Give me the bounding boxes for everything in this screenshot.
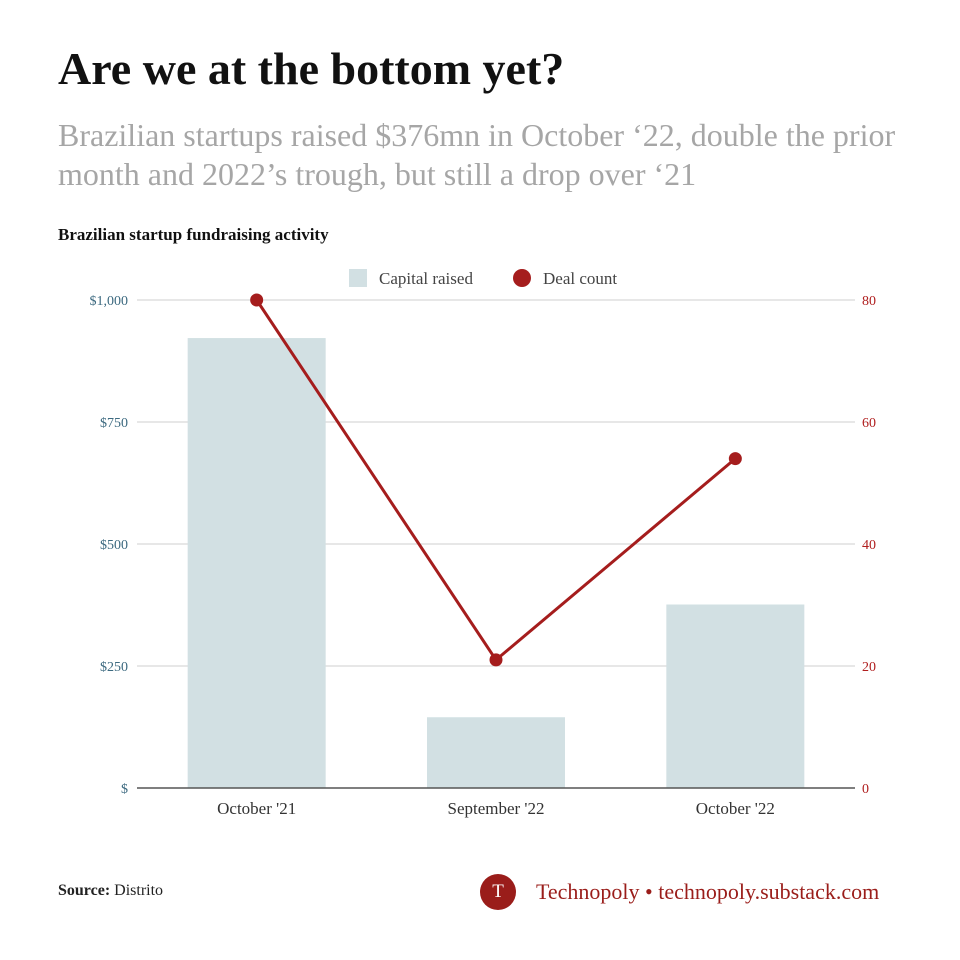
right-axis-tick-label: 80: [862, 294, 876, 309]
source-note: Source: Distrito: [58, 882, 163, 900]
source-value: Distrito: [110, 882, 164, 899]
bar-0: [187, 338, 326, 788]
x-axis-tick-label: October '22: [696, 799, 775, 818]
brand: T Technopoly • technopoly.substack.com: [480, 874, 879, 910]
left-axis-tick-label: $500: [100, 538, 128, 553]
left-axis-tick-label: $250: [100, 660, 128, 675]
chart-heading: Brazilian startup fundraising activity: [58, 225, 329, 244]
legend-label-deal-count: Deal count: [543, 269, 617, 288]
right-axis-tick-label: 60: [862, 416, 876, 431]
source-label: Source:: [58, 882, 111, 899]
deal-count-line: [255, 299, 737, 662]
deal-count-point-1: [489, 653, 503, 667]
page-title: Are we at the bottom yet?: [58, 43, 565, 94]
left-axis-tick-label: $1,000: [90, 294, 129, 309]
right-axis-tick-label: 20: [862, 660, 876, 675]
x-axis-tick-label: October '21: [217, 799, 296, 818]
left-axis-tick-label: $750: [100, 416, 128, 431]
legend-swatch-capital-raised: [349, 269, 367, 287]
left-axis-tick-label: $: [121, 782, 128, 797]
legend-swatch-deal-count: [513, 269, 531, 287]
x-axis-tick-label: September '22: [447, 799, 544, 818]
combo-chart: $ $250 $500 $750 $1,000 0 20 40 60 80 October '21 S…: [90, 269, 876, 818]
deal-count-point-2: [728, 452, 742, 466]
right-axis-tick-label: 40: [862, 538, 876, 553]
brand-text: Technopoly • technopoly.substack.com: [536, 879, 880, 904]
right-axis-tick-label: 0: [862, 782, 869, 797]
bar-2: [666, 604, 805, 788]
legend-label-capital-raised: Capital raised: [379, 269, 473, 288]
page-subtitle: Brazilian startups raised $376mn in Octo…: [58, 117, 896, 192]
deal-count-point-0: [250, 293, 264, 307]
bar-1: [427, 717, 565, 788]
brand-logo-icon: T: [480, 874, 516, 910]
